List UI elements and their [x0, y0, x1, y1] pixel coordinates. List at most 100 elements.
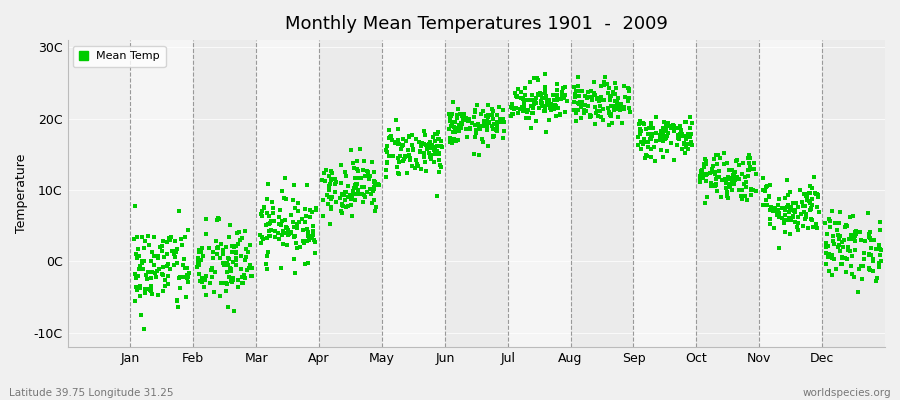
Point	[554, 92, 569, 98]
Point	[260, 266, 274, 272]
Point	[142, 242, 157, 248]
Point	[679, 119, 693, 126]
Point	[235, 280, 249, 286]
Point	[749, 171, 763, 178]
Point	[429, 192, 444, 199]
Point	[715, 176, 729, 183]
Point	[238, 228, 252, 234]
Point	[571, 107, 585, 114]
Point	[538, 104, 553, 110]
Point	[646, 144, 661, 150]
Point	[825, 252, 840, 258]
Point	[608, 107, 622, 114]
Point	[743, 192, 758, 198]
Point	[778, 212, 793, 218]
Point	[409, 136, 423, 142]
Point	[763, 216, 778, 222]
Point	[621, 97, 635, 103]
Point	[279, 196, 293, 202]
Point	[865, 267, 879, 274]
Bar	[320, 40, 382, 347]
Point	[323, 177, 338, 183]
Point	[659, 124, 673, 130]
Point	[811, 192, 825, 198]
Point	[409, 156, 423, 163]
Point	[419, 146, 434, 152]
Point	[155, 243, 169, 250]
Point	[805, 216, 819, 222]
Point	[518, 91, 533, 98]
Point	[747, 166, 761, 172]
Point	[609, 99, 624, 106]
Point	[604, 111, 618, 117]
Point	[481, 142, 495, 149]
Point	[602, 122, 616, 129]
Point	[281, 227, 295, 233]
Point	[274, 218, 289, 224]
Point	[421, 150, 436, 156]
Point	[708, 183, 723, 189]
Point	[128, 203, 142, 209]
Point	[434, 142, 448, 149]
Point	[636, 120, 651, 126]
Point	[155, 248, 169, 254]
Point	[235, 274, 249, 280]
Point	[236, 279, 250, 286]
Point	[388, 139, 402, 145]
Point	[603, 97, 617, 103]
Point	[781, 215, 796, 222]
Point	[700, 194, 715, 201]
Point	[675, 131, 689, 138]
Point	[550, 92, 564, 98]
Point	[137, 326, 151, 332]
Point	[412, 149, 427, 156]
Point	[372, 182, 386, 188]
Point	[526, 105, 540, 112]
Point	[356, 199, 370, 205]
Point	[398, 154, 412, 160]
Point	[178, 293, 193, 300]
Point	[365, 188, 380, 194]
Point	[727, 173, 742, 179]
Point	[226, 274, 240, 281]
Point	[266, 210, 280, 216]
Point	[156, 288, 170, 294]
Point	[631, 142, 645, 148]
Point	[230, 230, 244, 237]
Point	[284, 229, 298, 236]
Point	[832, 242, 846, 248]
Point	[181, 274, 195, 280]
Point	[622, 105, 636, 112]
Point	[527, 97, 542, 104]
Point	[848, 229, 862, 235]
Point	[468, 134, 482, 140]
Point	[569, 110, 583, 116]
Point	[709, 161, 724, 168]
Point	[770, 201, 785, 208]
Point	[652, 132, 667, 138]
Point	[659, 134, 673, 141]
Point	[636, 140, 651, 147]
Point	[571, 74, 585, 80]
Point	[662, 123, 676, 129]
Point	[490, 119, 504, 126]
Point	[271, 230, 285, 236]
Point	[519, 108, 534, 115]
Point	[161, 260, 176, 267]
Point	[644, 146, 658, 152]
Point	[551, 104, 565, 111]
Point	[308, 239, 322, 246]
Point	[486, 126, 500, 133]
Point	[775, 205, 789, 211]
Point	[739, 179, 753, 185]
Point	[193, 262, 207, 268]
Point	[272, 214, 286, 220]
Point	[550, 81, 564, 87]
Point	[600, 90, 615, 96]
Point	[367, 208, 382, 214]
Point	[286, 234, 301, 240]
Point	[219, 280, 233, 286]
Point	[848, 232, 862, 238]
Point	[638, 155, 652, 162]
Point	[209, 238, 223, 245]
